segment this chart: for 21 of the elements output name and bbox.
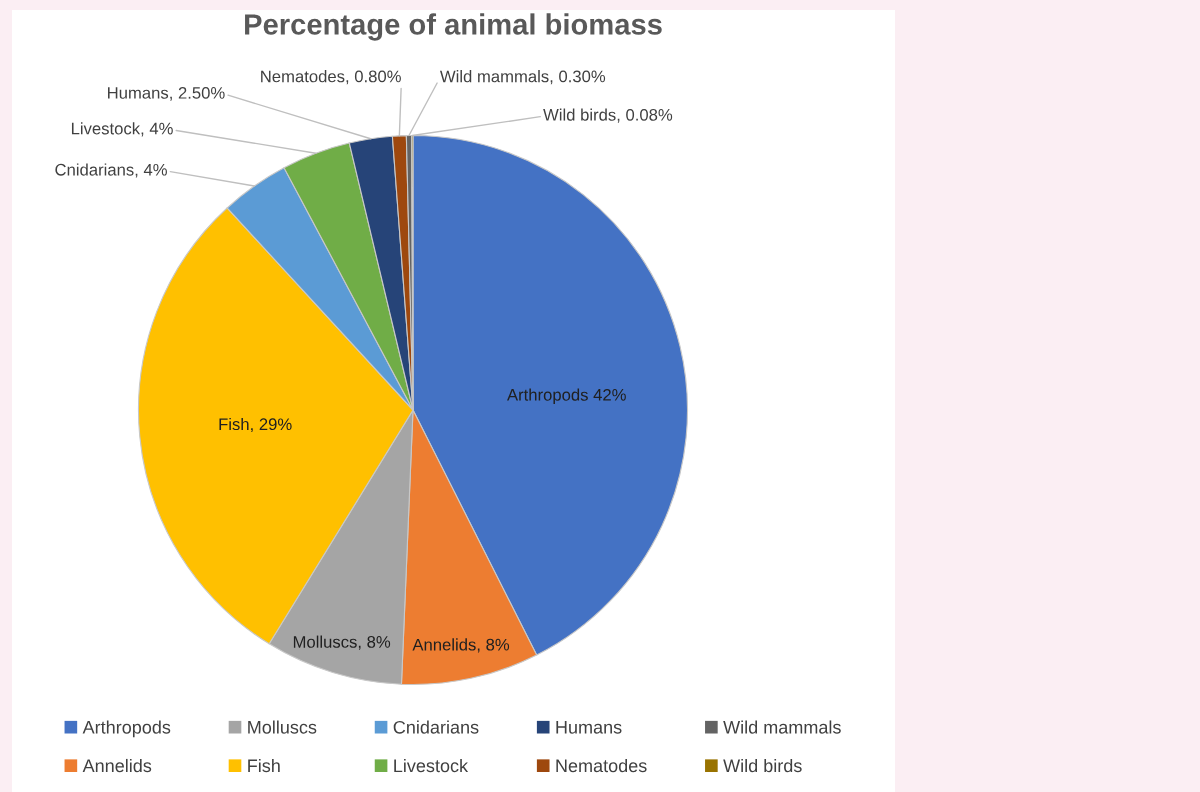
- legend-label: Wild birds: [723, 758, 802, 773]
- data-label: Annelids, 8%: [412, 638, 510, 653]
- legend-label: Wild mammals: [723, 720, 841, 734]
- data-label: Arthropods 42%: [507, 388, 626, 405]
- legend-label: Livestock: [394, 758, 469, 773]
- data-label: Humans, 2.50%: [108, 86, 225, 101]
- legend-label: Cnidarians: [393, 720, 479, 734]
- legend-label: Nematodes: [556, 758, 647, 773]
- legend-label: Arthropods: [82, 720, 171, 738]
- chart-title: Percentage of animal biomass: [245, 13, 662, 41]
- data-label: Nematodes, 0.80%: [261, 70, 401, 85]
- data-label: Wild mammals, 0.30%: [439, 70, 606, 85]
- data-label: Livestock, 4%: [71, 122, 173, 137]
- legend-label: Annelids: [82, 758, 152, 773]
- legend-label: Molluscs: [248, 720, 317, 734]
- legend-label: Humans: [556, 721, 622, 734]
- data-label: Fish, 29%: [219, 417, 292, 433]
- data-label: Cnidarians, 4%: [55, 163, 167, 178]
- legend-label: Fish: [248, 758, 280, 773]
- data-label: Molluscs, 8%: [293, 635, 391, 650]
- data-label: Wild birds, 0.08%: [543, 108, 673, 123]
